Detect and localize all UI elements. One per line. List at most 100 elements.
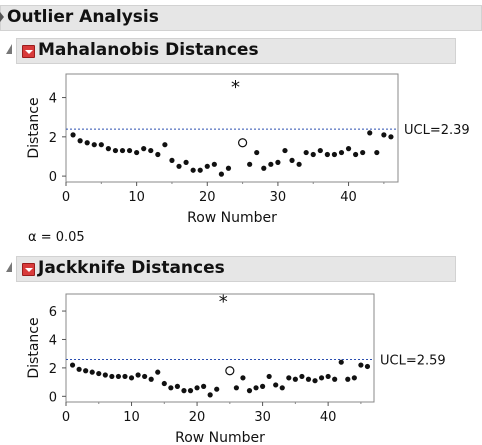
y-axis-label: Distance [26, 317, 42, 378]
data-point [176, 163, 182, 169]
mahalanobis-title: Mahalanobis Distances [38, 40, 259, 60]
ucl-label: UCL=2.59 [380, 354, 446, 369]
x-tick-label: 10 [123, 410, 140, 425]
data-point [266, 373, 272, 380]
data-point [187, 388, 194, 394]
data-point [317, 147, 323, 154]
data-point [162, 142, 168, 148]
data-point [91, 142, 97, 148]
data-point [303, 149, 309, 156]
data-point [286, 375, 292, 381]
mahalanobis-red-triangle-menu[interactable] [22, 45, 35, 58]
data-point [89, 369, 95, 375]
data-point [126, 147, 133, 154]
data-point [134, 149, 140, 156]
data-point [310, 151, 316, 158]
jackknife-disclosure-icon[interactable] [6, 262, 12, 272]
data-point [142, 373, 148, 380]
x-axis-label: Row Number [175, 430, 265, 445]
alpha-label: α = 0.05 [28, 230, 85, 245]
data-point [360, 149, 366, 156]
data-point [318, 375, 325, 381]
data-point [148, 376, 154, 382]
y-tick-label: 2 [49, 131, 57, 146]
data-point [174, 383, 181, 389]
mahalanobis-header[interactable] [16, 38, 456, 64]
data-point [119, 147, 126, 154]
data-point [109, 373, 115, 380]
data-point [168, 385, 174, 391]
report-disclosure-icon[interactable] [0, 12, 4, 22]
data-point [240, 375, 246, 381]
x-tick-label: 30 [270, 190, 287, 205]
data-point [169, 157, 175, 163]
data-point [190, 167, 196, 173]
data-point [259, 383, 266, 389]
data-point [325, 373, 331, 380]
data-point [299, 373, 305, 380]
data-point [364, 363, 371, 370]
data-point [331, 151, 338, 158]
data-point [207, 392, 213, 398]
data-point [183, 159, 189, 165]
data-point [155, 369, 161, 375]
data-point [353, 151, 359, 158]
data-point [312, 378, 318, 384]
jackknife-title: Jackknife Distances [38, 258, 225, 278]
data-point [105, 146, 111, 152]
jackknife-header[interactable] [16, 256, 456, 282]
x-tick-label: 0 [62, 410, 70, 425]
data-point [388, 134, 394, 140]
data-point [76, 366, 82, 372]
x-tick-label: 30 [254, 410, 271, 425]
outlier-star-point: * [231, 77, 240, 98]
data-point [115, 373, 122, 380]
data-point [254, 149, 260, 156]
x-tick-label: 0 [62, 190, 70, 205]
data-point [253, 385, 259, 391]
x-tick-label: 20 [199, 190, 216, 205]
data-point [225, 165, 232, 171]
data-point [292, 376, 298, 382]
data-point [161, 380, 167, 387]
y-tick-label: 0 [49, 170, 57, 185]
mahalanobis-disclosure-icon[interactable] [6, 44, 12, 54]
y-tick-label: 4 [49, 333, 57, 348]
circled-point [237, 138, 248, 148]
data-point [338, 359, 344, 365]
y-tick-label: 2 [49, 362, 57, 377]
y-tick-label: 4 [49, 92, 57, 107]
data-point [279, 385, 285, 391]
data-point [345, 146, 352, 152]
data-point [324, 151, 330, 158]
jackknife-red-triangle-menu[interactable] [22, 263, 35, 276]
data-point [181, 388, 187, 394]
data-point [275, 159, 281, 165]
data-point [305, 376, 312, 382]
data-point [69, 362, 76, 368]
data-point [211, 161, 217, 167]
data-point [296, 161, 302, 167]
data-point [247, 161, 253, 167]
data-point [204, 163, 210, 169]
data-point [282, 147, 288, 154]
x-tick-label: 20 [189, 410, 206, 425]
data-point [338, 149, 345, 156]
plot-frame [65, 73, 399, 183]
data-point [289, 157, 295, 163]
data-point [77, 138, 83, 144]
data-point [201, 383, 207, 389]
circled-point [225, 366, 235, 376]
x-tick-label: 10 [128, 190, 145, 205]
data-point [141, 146, 147, 152]
ucl-label: UCL=2.39 [404, 123, 470, 138]
y-tick-label: 0 [49, 390, 57, 405]
data-point [332, 376, 338, 382]
report-header[interactable] [0, 5, 482, 31]
y-axis-label: Distance [26, 97, 42, 158]
data-point [358, 362, 364, 368]
report-title: Outlier Analysis [7, 7, 159, 27]
data-point [197, 167, 203, 173]
data-point [135, 372, 141, 378]
data-point [98, 142, 104, 148]
